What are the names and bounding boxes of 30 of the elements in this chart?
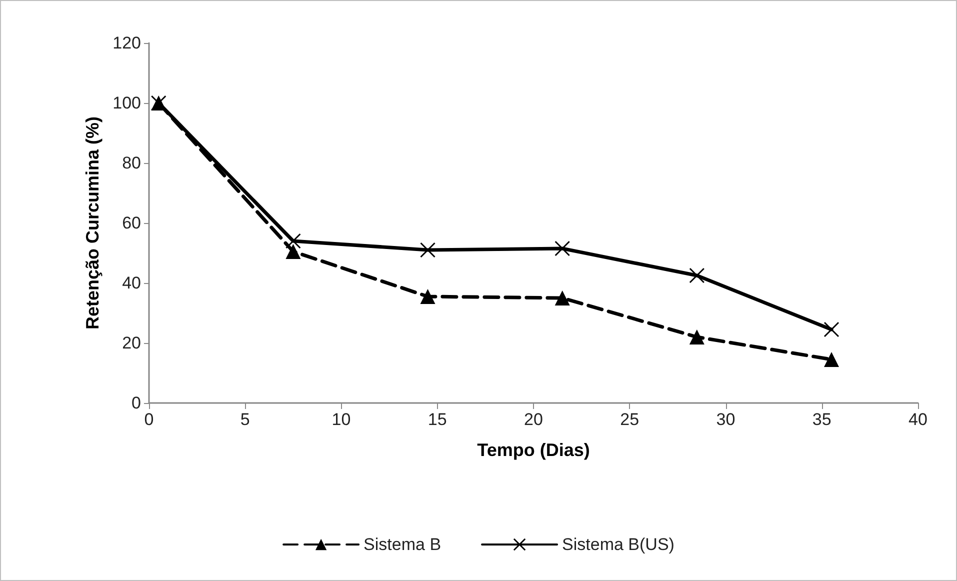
x-tick-label: 10 (332, 410, 351, 429)
point (689, 330, 704, 344)
point (689, 268, 705, 284)
y-tick-label: 20 (122, 334, 141, 352)
y-tick-label: 120 (112, 34, 141, 52)
x-tick-label: 0 (144, 410, 154, 429)
x-tick-label: 15 (428, 410, 447, 429)
legend-label: Sistema B(US) (562, 535, 674, 554)
point (824, 322, 840, 338)
y-axis-title: Retenção Curcumina (%) (82, 116, 103, 330)
x-tick-label: 40 (908, 410, 928, 429)
x-tick-label: 20 (524, 410, 543, 429)
y-tick-label: 80 (122, 154, 141, 172)
point (285, 233, 301, 249)
point (420, 242, 436, 258)
y-tick-label: 0 (132, 394, 141, 412)
legend-label: Sistema B (364, 535, 442, 554)
point (420, 289, 436, 304)
x-axis-title: Tempo (Dias) (477, 440, 590, 460)
x-tick-label: 35 (812, 410, 832, 429)
y-tick-label: 60 (122, 214, 141, 232)
point (824, 352, 839, 367)
point (554, 290, 570, 306)
y-tick-label: 100 (112, 94, 141, 112)
x-tick-label: 5 (240, 410, 250, 429)
x-tick-label: 30 (716, 410, 736, 429)
point (286, 244, 301, 259)
y-tick-label: 40 (122, 274, 141, 292)
point (554, 240, 570, 256)
x-tick-label: 25 (620, 410, 640, 429)
